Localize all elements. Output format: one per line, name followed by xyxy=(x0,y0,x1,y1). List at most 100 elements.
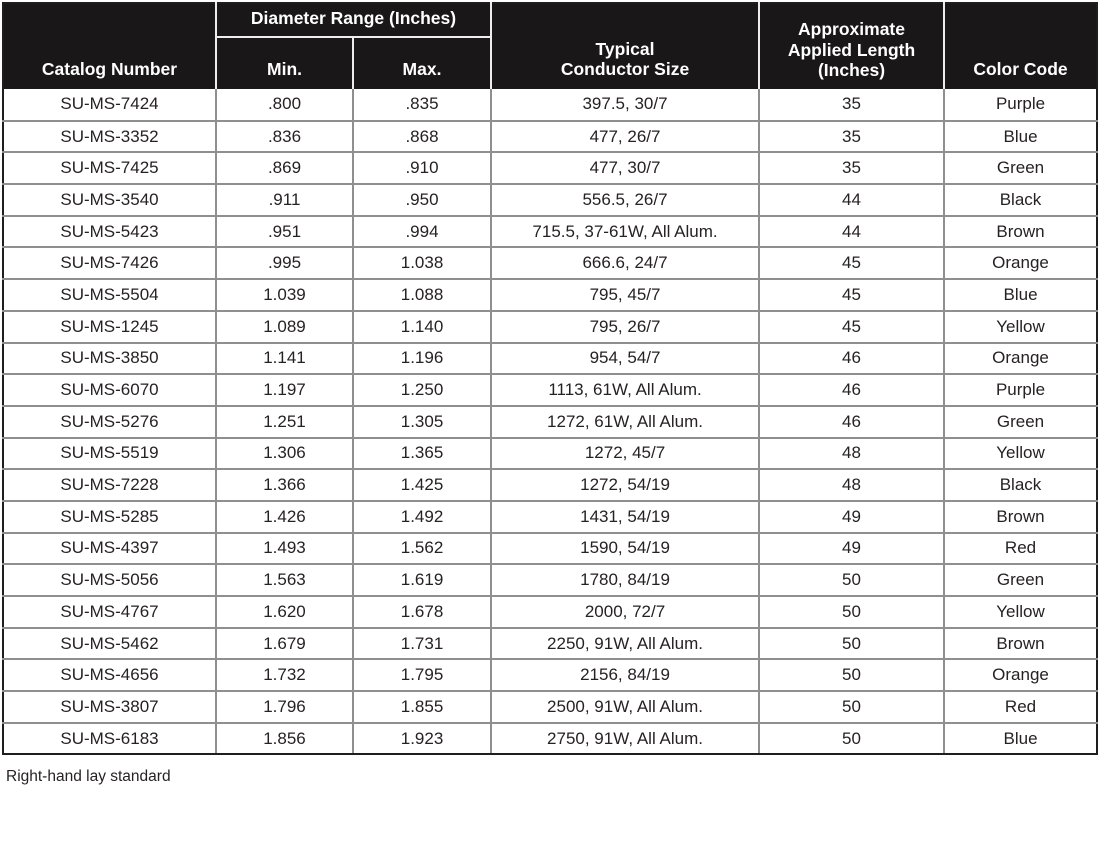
header-diameter-range-group: Diameter Range (Inches) xyxy=(214,3,492,38)
cell-catalog: SU-MS-5285 xyxy=(2,499,217,534)
cell-min: .869 xyxy=(215,151,354,186)
cell-length: 44 xyxy=(758,214,946,249)
cell-conductor: 1272, 54/19 xyxy=(490,468,761,502)
cell-min: 1.197 xyxy=(215,373,354,407)
cell-max: .994 xyxy=(351,214,493,249)
cell-conductor: 954, 54/7 xyxy=(490,341,761,376)
cell-catalog: SU-MS-7424 xyxy=(2,89,217,122)
cell-conductor: 666.6, 24/7 xyxy=(490,246,761,281)
cell-length: 45 xyxy=(758,278,946,312)
cell-max: .868 xyxy=(351,119,493,154)
cell-conductor: 1113, 61W, All Alum. xyxy=(490,373,761,407)
cell-color: Yellow xyxy=(943,595,1098,629)
cell-max: 1.365 xyxy=(351,436,493,471)
cell-color: Orange xyxy=(943,246,1098,281)
cell-length: 35 xyxy=(758,119,946,154)
cell-conductor: 1590, 54/19 xyxy=(490,531,761,566)
cell-length: 50 xyxy=(758,721,946,756)
cell-max: 1.425 xyxy=(351,468,493,502)
cell-catalog: SU-MS-5462 xyxy=(2,626,217,661)
cell-min: 1.366 xyxy=(215,468,354,502)
cell-length: 50 xyxy=(758,626,946,661)
cell-catalog: SU-MS-3352 xyxy=(2,119,217,154)
cell-color: Orange xyxy=(943,341,1098,376)
cell-max: .835 xyxy=(351,89,493,122)
cell-conductor: 1272, 61W, All Alum. xyxy=(490,404,761,439)
header-color-code: Color Code xyxy=(943,3,1098,89)
cell-length: 45 xyxy=(758,309,946,344)
table-row: SU-MS-5285 1.426 1.492 1431, 54/19 49 Brown xyxy=(2,499,1098,534)
cell-max: 1.250 xyxy=(351,373,493,407)
cell-catalog: SU-MS-5519 xyxy=(2,436,217,471)
table-row: SU-MS-5423.951.994 715.5, 37-61W, All Alu… xyxy=(2,214,1098,249)
cell-min: .911 xyxy=(215,183,354,217)
cell-catalog: SU-MS-3850 xyxy=(2,341,217,376)
cell-color: Orange xyxy=(943,658,1098,693)
cell-min: 1.426 xyxy=(215,499,354,534)
table-row: SU-MS-7228 1.366 1.425 1272, 54/19 48 Black xyxy=(2,468,1098,502)
cell-color: Yellow xyxy=(943,309,1098,344)
cell-max: 1.088 xyxy=(351,278,493,312)
table-row: SU-MS-7425.869.910 477, 30/7 35 Green xyxy=(2,151,1098,186)
cell-length: 35 xyxy=(758,151,946,186)
cell-length: 48 xyxy=(758,468,946,502)
cell-color: Green xyxy=(943,563,1098,597)
cell-max: 1.140 xyxy=(351,309,493,344)
cell-color: Red xyxy=(943,531,1098,566)
cell-catalog: SU-MS-6070 xyxy=(2,373,217,407)
cell-catalog: SU-MS-5423 xyxy=(2,214,217,249)
cell-max: 1.923 xyxy=(351,721,493,756)
header-min: Min. xyxy=(215,37,353,89)
cell-catalog: SU-MS-7426 xyxy=(2,246,217,281)
cell-catalog: SU-MS-3540 xyxy=(2,183,217,217)
table-row: SU-MS-1245 1.089 1.140 795, 26/7 45 Yellow xyxy=(2,309,1098,344)
cell-conductor: 2250, 91W, All Alum. xyxy=(490,626,761,661)
table-row: SU-MS-4656 1.732 1.795 2156, 84/19 50 Orange xyxy=(2,658,1098,693)
table-row: SU-MS-3352.836.868 477, 26/7 35 Blue xyxy=(2,119,1098,154)
header-catalog-number: Catalog Number xyxy=(3,3,216,89)
cell-color: Purple xyxy=(943,373,1098,407)
cell-length: 45 xyxy=(758,246,946,281)
cell-catalog: SU-MS-7228 xyxy=(2,468,217,502)
table-row: SU-MS-5276 1.251 1.305 1272, 61W, All Alum.… xyxy=(2,404,1098,439)
cell-min: 1.306 xyxy=(215,436,354,471)
cell-min: 1.089 xyxy=(215,309,354,344)
cell-conductor: 1272, 45/7 xyxy=(490,436,761,471)
cell-catalog: SU-MS-1245 xyxy=(2,309,217,344)
cell-max: 1.678 xyxy=(351,595,493,629)
cell-max: 1.855 xyxy=(351,690,493,724)
cell-conductor: 1431, 54/19 xyxy=(490,499,761,534)
cell-conductor: 397.5, 30/7 xyxy=(490,89,761,122)
cell-catalog: SU-MS-5504 xyxy=(2,278,217,312)
cell-length: 50 xyxy=(758,595,946,629)
cell-catalog: SU-MS-5276 xyxy=(2,404,217,439)
cell-color: Black xyxy=(943,468,1098,502)
cell-min: 1.732 xyxy=(215,658,354,693)
cell-conductor: 795, 26/7 xyxy=(490,309,761,344)
cell-max: 1.038 xyxy=(351,246,493,281)
table-row: SU-MS-3540.911.950 556.5, 26/7 44 Black xyxy=(2,183,1098,217)
cell-min: 1.679 xyxy=(215,626,354,661)
cell-color: Blue xyxy=(943,278,1098,312)
table-row: SU-MS-4397 1.493 1.562 1590, 54/19 49 Red xyxy=(2,531,1098,566)
cell-min: 1.141 xyxy=(215,341,354,376)
cell-length: 50 xyxy=(758,658,946,693)
cell-conductor: 2750, 91W, All Alum. xyxy=(490,721,761,756)
cell-conductor: 2156, 84/19 xyxy=(490,658,761,693)
cell-min: 1.251 xyxy=(215,404,354,439)
cell-color: Purple xyxy=(943,89,1098,122)
cell-length: 50 xyxy=(758,690,946,724)
cell-color: Green xyxy=(943,404,1098,439)
cell-max: .950 xyxy=(351,183,493,217)
catalog-page: Catalog Number Diameter Range (Inches) T… xyxy=(2,2,1098,785)
cell-conductor: 477, 30/7 xyxy=(490,151,761,186)
cell-color: Brown xyxy=(943,214,1098,249)
table-row: SU-MS-5519 1.306 1.365 1272, 45/7 48 Yellow xyxy=(2,436,1098,471)
cell-min: .800 xyxy=(215,89,354,122)
cell-color: Brown xyxy=(943,626,1098,661)
cell-max: 1.305 xyxy=(351,404,493,439)
header-approximate-applied-length: Approximate Applied Length (Inches) xyxy=(758,3,945,89)
table-row: SU-MS-3807 1.796 1.855 2500, 91W, All Alum.… xyxy=(2,690,1098,724)
cell-color: Blue xyxy=(943,721,1098,756)
cell-color: Blue xyxy=(943,119,1098,154)
